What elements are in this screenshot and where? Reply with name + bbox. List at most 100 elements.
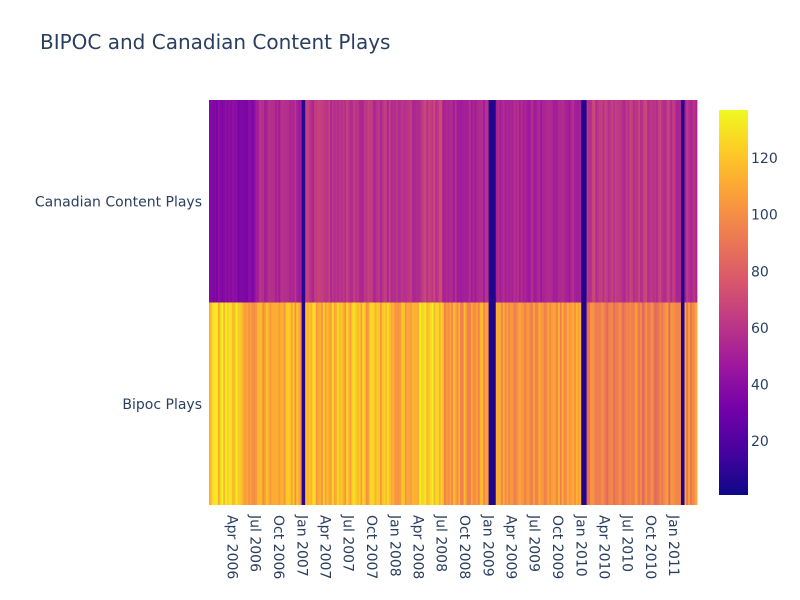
heatmap-cell	[419, 302, 422, 505]
heatmap-cell	[331, 100, 335, 303]
heatmap-cell	[645, 302, 648, 505]
heatmap-cell	[351, 100, 354, 303]
heatmap-cell	[392, 302, 395, 505]
heatmap-cell	[394, 100, 397, 303]
heatmap-cell	[223, 100, 226, 303]
heatmap-cell	[654, 100, 657, 303]
heatmap-cell	[372, 100, 376, 303]
x-tick-label: Jan 2007	[294, 514, 310, 577]
heatmap-cell	[422, 302, 425, 505]
heatmap-cell	[602, 302, 605, 505]
heatmap-cell	[328, 302, 331, 505]
heatmap-cell	[335, 302, 338, 505]
heatmap-cell	[214, 100, 217, 303]
heatmap-cell	[554, 302, 557, 505]
heatmap-cell	[278, 100, 281, 303]
heatmap-cell	[260, 302, 263, 505]
heatmap-cell	[463, 302, 466, 505]
heatmap-cell	[472, 100, 475, 303]
heatmap-cell	[372, 302, 376, 505]
heatmap-cell	[287, 302, 290, 505]
heatmap-cell	[558, 302, 561, 505]
heatmap-cell	[315, 100, 319, 303]
heatmap-cell	[306, 302, 310, 505]
heatmap-cell	[497, 100, 500, 303]
heatmap-cell	[301, 302, 304, 505]
heatmap-cell	[428, 100, 431, 303]
heatmap-cell	[680, 100, 684, 303]
heatmap-cell	[469, 302, 472, 505]
heatmap-cell	[524, 100, 527, 303]
heatmap-cell	[292, 302, 295, 505]
heatmap-cell	[280, 302, 283, 505]
heatmap-cell	[574, 302, 577, 505]
heatmap-cell	[593, 100, 596, 303]
heatmap-cell	[566, 100, 570, 303]
heatmap-cell	[394, 302, 397, 505]
heatmap-cell	[517, 302, 520, 505]
heatmap-cell	[239, 302, 242, 505]
heatmap-cell	[648, 302, 652, 505]
colorbar-tick-label: 80	[751, 264, 769, 280]
heatmap-cell	[565, 302, 568, 505]
heatmap-cell	[285, 302, 288, 505]
x-tick-label: Jul 2007	[340, 514, 356, 572]
heatmap-cell	[586, 100, 589, 303]
heatmap-cell	[622, 302, 625, 505]
heatmap-cell	[230, 302, 233, 505]
heatmap-cell	[429, 100, 433, 303]
heatmap-cell	[445, 302, 449, 505]
heatmap-cell	[550, 302, 554, 505]
heatmap-cell	[545, 302, 548, 505]
heatmap-cell	[355, 302, 358, 505]
heatmap-cell	[396, 100, 399, 303]
heatmap-cell	[529, 100, 532, 303]
heatmap-cell	[572, 302, 575, 505]
heatmap-cell	[328, 100, 331, 303]
heatmap-cell	[216, 100, 219, 303]
heatmap-cell	[276, 302, 279, 505]
heatmap-cell	[442, 302, 445, 505]
heatmap-cell	[679, 302, 682, 505]
heatmap-cell	[381, 302, 384, 505]
heatmap-cell	[262, 100, 265, 303]
heatmap-cell	[650, 302, 653, 505]
heatmap-cell	[579, 100, 582, 303]
heatmap-cell	[258, 100, 262, 303]
heatmap-cell	[524, 302, 527, 505]
heatmap-cell	[561, 100, 564, 303]
heatmap-cell	[497, 302, 500, 505]
heatmap-cell	[534, 302, 538, 505]
heatmap-cell	[613, 302, 616, 505]
heatmap-cell	[536, 100, 539, 303]
heatmap-cell	[618, 100, 621, 303]
heatmap-cell	[515, 302, 518, 505]
heatmap-cell	[627, 302, 630, 505]
heatmap-cell	[469, 100, 472, 303]
heatmap-cell	[438, 100, 441, 303]
heatmap-cell	[262, 302, 265, 505]
heatmap-cell	[486, 100, 490, 303]
heatmap-cell	[265, 302, 269, 505]
heatmap-cell	[399, 302, 402, 505]
heatmap-cell	[312, 100, 315, 303]
heatmap-cell	[677, 100, 680, 303]
heatmap-cell	[257, 302, 260, 505]
heatmap-cell	[504, 100, 507, 303]
x-axis-ticks: Apr 2006 Jul 2006 Oct 2006 Jan 2007 Apr 2007…	[224, 514, 682, 579]
heatmap-cell	[657, 302, 660, 505]
heatmap-cell	[467, 100, 470, 303]
heatmap-cell	[641, 100, 644, 303]
heatmap-cell	[314, 100, 317, 303]
x-tick-label: Apr 2008	[410, 515, 426, 579]
heatmap-cell	[449, 302, 452, 505]
heatmap-cell	[296, 302, 299, 505]
heatmap-cell	[470, 302, 473, 505]
heatmap-cell	[376, 100, 379, 303]
heatmap-cell	[460, 100, 463, 303]
heatmap-cell	[340, 100, 343, 303]
heatmap-cell	[264, 100, 267, 303]
heatmap-cell	[301, 100, 304, 303]
heatmap-cell	[479, 302, 482, 505]
heatmap-cell	[513, 100, 516, 303]
